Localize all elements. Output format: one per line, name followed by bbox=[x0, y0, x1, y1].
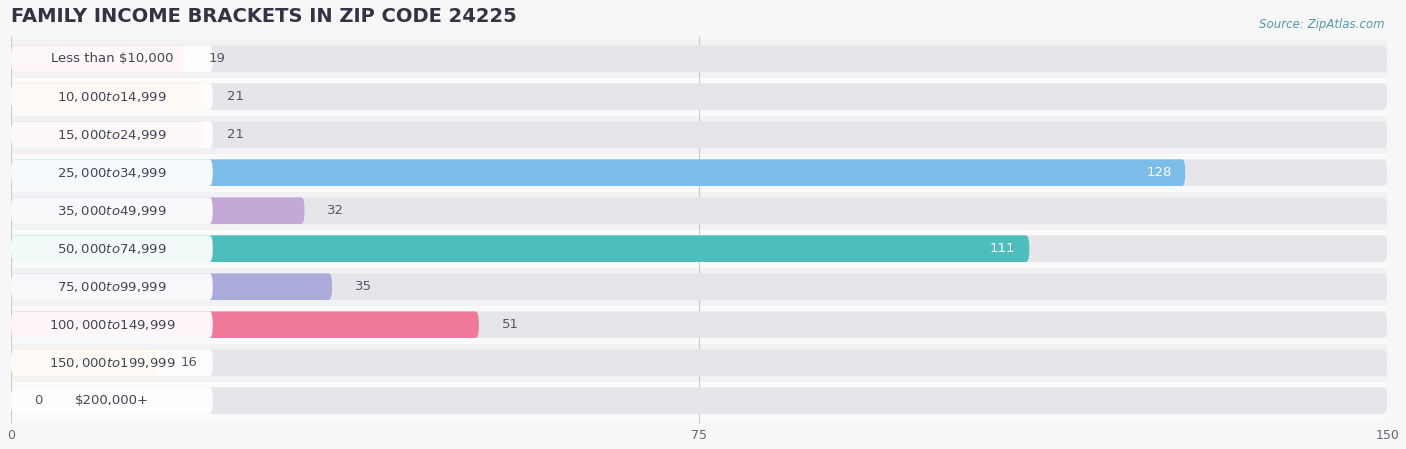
FancyBboxPatch shape bbox=[11, 198, 1388, 224]
FancyBboxPatch shape bbox=[0, 116, 1406, 154]
FancyBboxPatch shape bbox=[11, 311, 479, 338]
Text: $100,000 to $149,999: $100,000 to $149,999 bbox=[49, 318, 176, 332]
Text: 128: 128 bbox=[1146, 166, 1171, 179]
Text: 21: 21 bbox=[226, 90, 243, 103]
FancyBboxPatch shape bbox=[0, 154, 1406, 192]
Text: 19: 19 bbox=[208, 52, 225, 65]
FancyBboxPatch shape bbox=[0, 78, 1406, 116]
FancyBboxPatch shape bbox=[11, 159, 1185, 186]
FancyBboxPatch shape bbox=[11, 84, 204, 110]
FancyBboxPatch shape bbox=[11, 159, 212, 186]
Text: $35,000 to $49,999: $35,000 to $49,999 bbox=[58, 204, 167, 218]
FancyBboxPatch shape bbox=[11, 387, 212, 414]
Text: $200,000+: $200,000+ bbox=[75, 394, 149, 407]
FancyBboxPatch shape bbox=[11, 45, 1388, 72]
FancyBboxPatch shape bbox=[0, 306, 1406, 343]
Text: 21: 21 bbox=[226, 128, 243, 141]
Text: $15,000 to $24,999: $15,000 to $24,999 bbox=[58, 128, 167, 141]
FancyBboxPatch shape bbox=[11, 235, 1388, 262]
Text: 51: 51 bbox=[502, 318, 519, 331]
FancyBboxPatch shape bbox=[11, 349, 212, 376]
FancyBboxPatch shape bbox=[11, 159, 1388, 186]
FancyBboxPatch shape bbox=[11, 273, 332, 300]
FancyBboxPatch shape bbox=[11, 121, 204, 148]
FancyBboxPatch shape bbox=[11, 273, 212, 300]
Text: $10,000 to $14,999: $10,000 to $14,999 bbox=[58, 90, 167, 104]
FancyBboxPatch shape bbox=[11, 235, 1029, 262]
FancyBboxPatch shape bbox=[11, 45, 212, 72]
Text: $150,000 to $199,999: $150,000 to $199,999 bbox=[49, 356, 176, 370]
FancyBboxPatch shape bbox=[0, 40, 1406, 78]
FancyBboxPatch shape bbox=[0, 268, 1406, 306]
Text: 16: 16 bbox=[181, 356, 198, 369]
Text: $50,000 to $74,999: $50,000 to $74,999 bbox=[58, 242, 167, 255]
Text: $25,000 to $34,999: $25,000 to $34,999 bbox=[58, 166, 167, 180]
FancyBboxPatch shape bbox=[11, 349, 1388, 376]
Text: 32: 32 bbox=[328, 204, 344, 217]
FancyBboxPatch shape bbox=[11, 84, 1388, 110]
FancyBboxPatch shape bbox=[0, 382, 1406, 420]
Text: Source: ZipAtlas.com: Source: ZipAtlas.com bbox=[1260, 18, 1385, 31]
FancyBboxPatch shape bbox=[0, 343, 1406, 382]
FancyBboxPatch shape bbox=[0, 230, 1406, 268]
Text: Less than $10,000: Less than $10,000 bbox=[51, 52, 173, 65]
Text: 0: 0 bbox=[34, 394, 42, 407]
FancyBboxPatch shape bbox=[11, 387, 1388, 414]
FancyBboxPatch shape bbox=[11, 311, 1388, 338]
FancyBboxPatch shape bbox=[11, 311, 212, 338]
FancyBboxPatch shape bbox=[11, 84, 212, 110]
FancyBboxPatch shape bbox=[11, 45, 186, 72]
FancyBboxPatch shape bbox=[11, 121, 1388, 148]
FancyBboxPatch shape bbox=[0, 192, 1406, 230]
FancyBboxPatch shape bbox=[11, 198, 305, 224]
FancyBboxPatch shape bbox=[11, 198, 212, 224]
FancyBboxPatch shape bbox=[11, 273, 1388, 300]
FancyBboxPatch shape bbox=[11, 349, 157, 376]
Text: 111: 111 bbox=[990, 242, 1015, 255]
Text: $75,000 to $99,999: $75,000 to $99,999 bbox=[58, 280, 167, 294]
Text: 35: 35 bbox=[354, 280, 373, 293]
FancyBboxPatch shape bbox=[11, 235, 212, 262]
Text: FAMILY INCOME BRACKETS IN ZIP CODE 24225: FAMILY INCOME BRACKETS IN ZIP CODE 24225 bbox=[11, 7, 516, 26]
FancyBboxPatch shape bbox=[11, 121, 212, 148]
